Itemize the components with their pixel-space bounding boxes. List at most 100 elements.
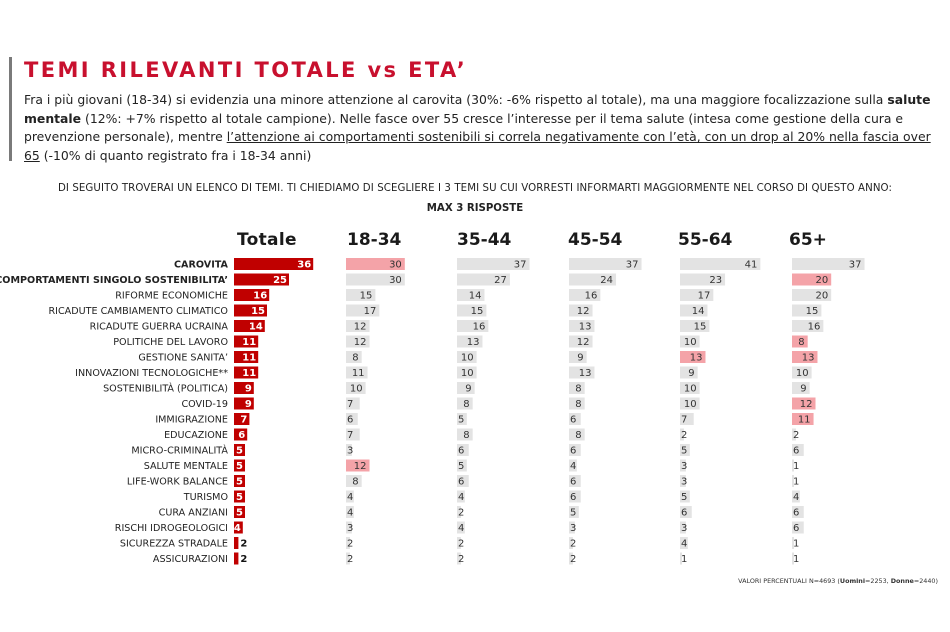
value-label-totale-ricadute-guerra-ucraina: 14: [249, 322, 263, 333]
column-header-45-54: 45-54: [568, 230, 623, 250]
value-label-18-34-cura-anziani: 4: [347, 508, 353, 519]
bar-18-34-innovazioni-tecnologiche: [346, 366, 368, 379]
value-label-35-44-micro-criminalit: 6: [458, 446, 464, 457]
value-label-totale-immigrazione: 7: [240, 415, 247, 426]
bar-65-riforme-economiche: [792, 289, 832, 301]
category-label-comportamenti-singolo-sostenibilita: COMPORTAMENTI SINGOLO SOSTENIBILITA’: [0, 275, 228, 286]
bar-18-34-covid-19: [346, 397, 360, 410]
bar-55-64-rischi-idrogeologici: [680, 521, 686, 534]
value-label-totale-turismo: 5: [236, 492, 243, 503]
value-label-55-64-assicurazioni: 1: [681, 554, 687, 565]
footnote-text: VALORI PERCENTUALI N=4693 (: [738, 577, 840, 585]
bar-45-54-politiche-del-lavoro: [569, 335, 593, 348]
bar-55-64-sostenibilit-politica: [680, 382, 700, 394]
bar-45-54-gestione-sanita: [569, 351, 587, 363]
bar-45-54-assicurazioni: [569, 552, 573, 565]
value-label-65-salute-mentale: 1: [793, 461, 799, 472]
page-title: TEMI RILEVANTI TOTALE vs ETA’: [24, 58, 468, 82]
bar-totale-riforme-economiche: [234, 289, 270, 301]
value-label-18-34-rischi-idrogeologici: 3: [347, 523, 353, 534]
value-label-totale-rischi-idrogeologici: 4: [234, 523, 241, 534]
category-label-riforme-economiche: RIFORME ECONOMICHE: [115, 291, 228, 302]
bar-35-44-cura-anziani: [457, 506, 461, 518]
value-label-45-54-educazione: 8: [575, 430, 581, 441]
bar-55-64-riforme-economiche: [680, 289, 714, 301]
bar-18-34-immigrazione: [346, 413, 358, 425]
bar-35-44-life-work-balance: [457, 475, 469, 487]
bar-65-sostenibilit-politica: [792, 382, 810, 394]
value-label-totale-comportamenti-singolo-sostenibilita: 25: [273, 275, 287, 286]
value-label-55-64-immigrazione: 7: [681, 415, 687, 426]
value-label-55-64-politiche-del-lavoro: 10: [684, 337, 697, 348]
value-label-65-micro-criminalit: 6: [793, 446, 799, 457]
value-label-totale-ricadute-cambiamento-climatico: 15: [251, 306, 265, 317]
bar-18-34-sicurezza-stradale: [346, 537, 350, 549]
value-label-18-34-ricadute-cambiamento-climatico: 17: [364, 306, 377, 317]
bar-45-54-ricadute-cambiamento-climatico: [569, 304, 593, 317]
bar-18-34-micro-criminalit: [346, 444, 352, 456]
value-label-65-ricadute-cambiamento-climatico: 15: [806, 306, 819, 317]
bar-55-64-salute-mentale: [680, 459, 686, 472]
value-label-65-educazione: 2: [793, 430, 799, 441]
value-label-45-54-immigrazione: 6: [570, 415, 576, 426]
footnote-women-value: =2440): [913, 577, 938, 585]
value-label-45-54-riforme-economiche: 16: [585, 291, 598, 302]
value-label-55-64-covid-19: 10: [684, 399, 697, 410]
intro-underlined-text: l’attenzione ai comportamenti sostenibil…: [24, 129, 931, 163]
value-label-45-54-cura-anziani: 5: [570, 508, 576, 519]
value-label-55-64-turismo: 5: [681, 492, 687, 503]
bar-65-life-work-balance: [792, 475, 794, 487]
value-label-55-64-riforme-economiche: 17: [698, 291, 711, 302]
value-label-totale-sostenibilit-politica: 9: [245, 384, 252, 395]
category-label-salute-mentale: SALUTE MENTALE: [144, 461, 228, 472]
bar-55-64-life-work-balance: [680, 475, 686, 487]
bar-35-44-innovazioni-tecnologiche: [457, 366, 477, 379]
footnote-women-label: Donne: [890, 577, 914, 585]
column-header-65-plus: 65+: [789, 230, 827, 250]
value-label-65-covid-19: 12: [800, 399, 813, 410]
value-label-18-34-salute-mentale: 12: [354, 461, 367, 472]
bar-45-54-life-work-balance: [569, 475, 581, 487]
value-label-totale-covid-19: 9: [245, 399, 252, 410]
value-label-65-comportamenti-singolo-sostenibilita: 20: [815, 275, 828, 286]
category-label-covid-19: COVID-19: [181, 399, 228, 410]
bar-55-64-assicurazioni: [680, 552, 682, 565]
bar-35-44-micro-criminalit: [457, 444, 469, 456]
title-accent-bar: [9, 57, 12, 161]
bar-55-64-turismo: [680, 490, 690, 503]
value-label-totale-riforme-economiche: 16: [253, 291, 267, 302]
value-label-18-34-turismo: 4: [347, 492, 353, 503]
bar-45-54-sostenibilit-politica: [569, 382, 585, 394]
bar-55-64-micro-criminalit: [680, 444, 690, 456]
category-label-educazione: EDUCAZIONE: [164, 430, 228, 441]
bar-45-54-salute-mentale: [569, 459, 577, 472]
bar-35-44-immigrazione: [457, 413, 467, 425]
intro-bold-text: salute mentale: [24, 92, 931, 126]
survey-question: DI SEGUITO TROVERAI UN ELENCO DI TEMI. T…: [57, 183, 893, 194]
bar-35-44-carovita: [457, 258, 530, 270]
category-label-ricadute-cambiamento-climatico: RICADUTE CAMBIAMENTO CLIMATICO: [48, 306, 228, 317]
value-label-65-immigrazione: 11: [798, 415, 811, 426]
bar-18-34-assicurazioni: [346, 552, 350, 565]
bar-35-44-riforme-economiche: [457, 289, 485, 301]
bar-55-64-comportamenti-singolo-sostenibilita: [680, 273, 726, 286]
value-label-65-turismo: 4: [793, 492, 799, 503]
bar-35-44-salute-mentale: [457, 459, 467, 472]
value-label-18-34-educazione: 7: [347, 430, 353, 441]
value-label-45-54-ricadute-cambiamento-climatico: 12: [577, 306, 590, 317]
bar-55-64-ricadute-guerra-ucraina: [680, 320, 710, 332]
bar-totale-life-work-balance: [234, 475, 245, 487]
bar-55-64-sicurezza-stradale: [680, 537, 688, 549]
value-label-65-politiche-del-lavoro: 8: [798, 337, 804, 348]
bar-18-34-carovita: [346, 258, 405, 270]
value-label-35-44-ricadute-cambiamento-climatico: 15: [471, 306, 484, 317]
bar-45-54-innovazioni-tecnologiche: [569, 366, 595, 379]
value-label-35-44-sicurezza-stradale: 2: [458, 539, 464, 550]
value-label-45-54-carovita: 37: [626, 260, 639, 271]
category-label-cura-anziani: CURA ANZIANI: [159, 508, 228, 519]
bar-65-ricadute-guerra-ucraina: [792, 320, 824, 332]
bar-65-gestione-sanita: [792, 351, 818, 363]
bar-totale-comportamenti-singolo-sostenibilita: [234, 273, 289, 286]
bar-65-salute-mentale: [792, 459, 794, 472]
value-label-18-34-life-work-balance: 8: [352, 477, 358, 488]
